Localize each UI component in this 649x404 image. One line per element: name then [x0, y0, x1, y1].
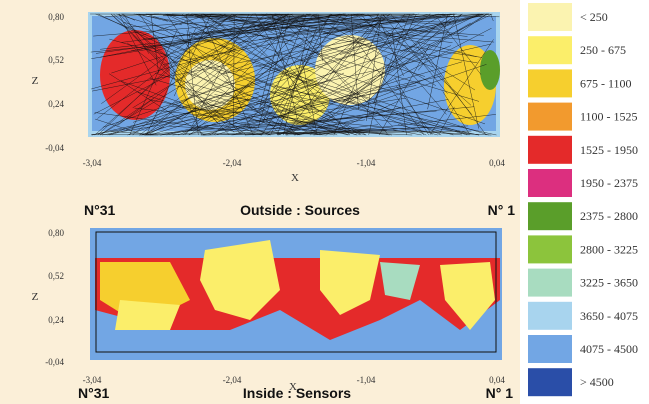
legend-swatch [528, 3, 572, 31]
x-tick-label: 0,04 [489, 158, 505, 168]
z-tick-label: 0,80 [48, 12, 64, 22]
left-label: N°31 [84, 202, 115, 218]
bottom-heatmap [90, 228, 502, 360]
legend: < 250 250 - 675 675 - 1100 1100 - 1525 1525 … [528, 3, 638, 396]
z-axis-label: Z [32, 75, 39, 87]
z-tick-label: 0,24 [48, 315, 64, 325]
x-tick-label: -2,04 [223, 375, 242, 385]
z-tick-label: 0,52 [48, 55, 64, 65]
x-tick-label: -3,04 [83, 375, 102, 385]
legend-label: 675 - 1100 [580, 76, 632, 90]
x-tick-label: -2,04 [223, 158, 242, 168]
blob [115, 300, 180, 330]
caption: Outside : Sources [240, 202, 360, 218]
legend-swatch [528, 103, 572, 131]
legend-label: < 250 [580, 10, 608, 24]
z-tick-label: -0,04 [45, 357, 64, 367]
legend-swatch [528, 269, 572, 297]
legend-swatch [528, 36, 572, 64]
x-tick-label: -3,04 [83, 158, 102, 168]
legend-label: > 4500 [580, 375, 614, 389]
legend-swatch [528, 169, 572, 197]
x-tick-label: -1,04 [357, 375, 376, 385]
top-heatmap [88, 12, 500, 137]
legend-label: 1525 - 1950 [580, 143, 638, 157]
right-label: N° 1 [488, 202, 516, 218]
legend-label: 1950 - 2375 [580, 176, 638, 190]
caption: Inside : Sensors [243, 385, 351, 401]
x-axis-label: X [291, 172, 299, 184]
legend-swatch [528, 302, 572, 330]
figure: 0,80 0,52 0,24 -0,04 -3,04 -2,04 -1,04 0… [0, 0, 649, 404]
legend-label: 3650 - 4075 [580, 309, 638, 323]
z-axis-label: Z [32, 291, 39, 303]
legend-label: 250 - 675 [580, 43, 626, 57]
legend-label: 3225 - 3650 [580, 276, 638, 290]
x-tick-label: 0,04 [489, 375, 505, 385]
legend-swatch [528, 335, 572, 363]
left-label: N°31 [78, 385, 109, 401]
legend-swatch [528, 235, 572, 263]
z-tick-label: 0,80 [48, 228, 64, 238]
z-tick-label: 0,24 [48, 99, 64, 109]
z-tick-label: -0,04 [45, 143, 64, 153]
legend-label: 2800 - 3225 [580, 242, 638, 256]
legend-swatch [528, 368, 572, 396]
right-label: N° 1 [486, 385, 514, 401]
z-tick-label: 0,52 [48, 271, 64, 281]
page: {"top_panel": {"z_label": "Z", "x_label"… [0, 0, 649, 404]
legend-label: 2375 - 2800 [580, 209, 638, 223]
legend-swatch [528, 69, 572, 97]
x-tick-label: -1,04 [357, 158, 376, 168]
legend-swatch [528, 136, 572, 164]
legend-swatch [528, 202, 572, 230]
legend-label: 4075 - 4500 [580, 342, 638, 356]
blob [480, 50, 500, 90]
legend-label: 1100 - 1525 [580, 110, 638, 124]
